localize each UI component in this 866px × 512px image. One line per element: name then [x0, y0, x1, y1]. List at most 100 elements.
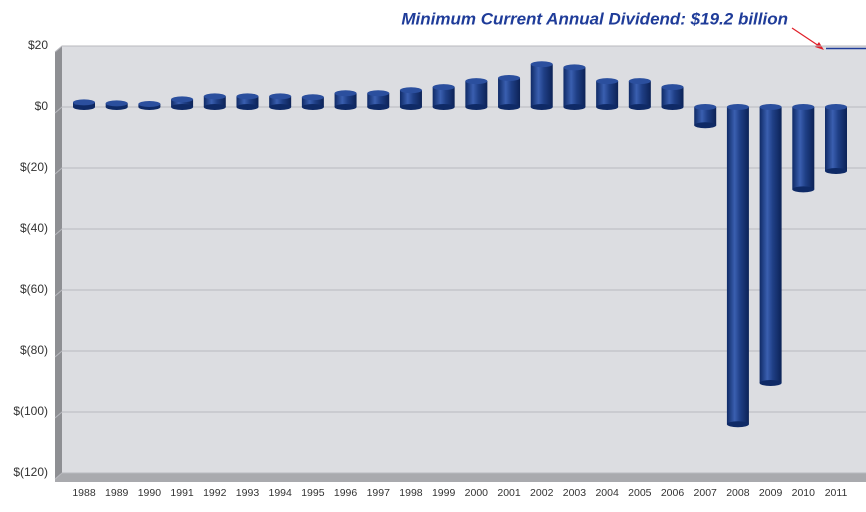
x-tick-label: 1990: [138, 487, 162, 499]
y-tick-label: $(120): [13, 465, 48, 479]
bar-cap: [399, 87, 422, 94]
bar-cap: [563, 104, 586, 110]
bar-cap: [661, 104, 684, 110]
bar-cap: [236, 104, 259, 110]
bar-cap: [301, 94, 324, 101]
y-tick-label: $20: [28, 38, 48, 52]
bar: [694, 107, 717, 126]
y-tick-label: $(60): [20, 282, 48, 296]
x-tick-label: 1996: [334, 487, 358, 499]
x-tick-label: 1994: [268, 487, 292, 499]
bar: [825, 107, 847, 172]
bar-cap: [726, 104, 749, 110]
x-tick-label: 2007: [694, 487, 718, 499]
bar-cap: [73, 104, 95, 110]
x-tick-label: 2006: [661, 487, 685, 499]
bar: [236, 96, 259, 107]
x-tick-label: 2003: [563, 487, 587, 499]
bar: [399, 90, 422, 107]
x-tick-label: 2010: [792, 487, 816, 499]
bar: [171, 99, 194, 107]
bar-cap: [792, 104, 815, 110]
bar-cap: [726, 421, 749, 428]
bar-cap: [334, 90, 357, 97]
bar: [563, 67, 586, 107]
bar: [498, 78, 521, 107]
bar-cap: [661, 84, 684, 91]
bar-cap: [498, 104, 521, 110]
bar-cap: [825, 168, 847, 175]
floor: [55, 473, 866, 482]
bar: [203, 96, 226, 107]
bar: [792, 107, 815, 190]
x-tick-label: 2004: [595, 487, 619, 499]
x-tick-label: 1991: [170, 487, 194, 499]
bar: [726, 107, 749, 425]
x-tick-label: 2000: [465, 487, 489, 499]
bar-cap: [792, 186, 815, 193]
bar: [596, 81, 619, 107]
annotation: Minimum Current Annual Dividend: $19.2 b…: [401, 9, 788, 28]
y-tick-label: $(20): [20, 160, 48, 174]
bar-cap: [171, 96, 194, 103]
bar-cap: [203, 104, 226, 110]
bar-cap: [628, 104, 651, 110]
bar: [334, 93, 357, 107]
grid-line: [54, 411, 866, 419]
bar-cap: [367, 90, 390, 97]
bar-cap: [465, 78, 488, 85]
bar-cap: [563, 64, 586, 71]
bar-cap: [825, 104, 847, 110]
bar-cap: [269, 93, 292, 100]
x-tick-label: 2002: [530, 487, 554, 499]
grid-line: [54, 167, 866, 175]
x-tick-label: 2009: [759, 487, 783, 499]
bar-cap: [399, 104, 422, 110]
bar: [432, 87, 455, 107]
bar: [465, 81, 488, 107]
side-wall: [55, 46, 62, 480]
bar-cap: [498, 75, 521, 82]
bar-cap: [367, 104, 390, 110]
y-tick-label: $0: [35, 99, 49, 113]
x-tick-label: 1995: [301, 487, 325, 499]
x-tick-label: 2011: [825, 487, 848, 499]
bar-cap: [759, 104, 782, 110]
bar: [367, 93, 390, 107]
y-tick-label: $(100): [13, 404, 48, 418]
x-tick-label: 2005: [628, 487, 652, 499]
bar-cap: [334, 104, 357, 110]
y-tick-label: $(40): [20, 221, 48, 235]
bar-cap: [530, 61, 553, 68]
bar-cap: [269, 104, 292, 110]
bar-cap: [105, 100, 128, 107]
bar-cap: [171, 104, 194, 110]
bar: [269, 96, 292, 107]
bar-cap: [694, 104, 717, 110]
grid-line: [54, 228, 866, 236]
bar: [301, 97, 324, 107]
y-tick-label: $(80): [20, 343, 48, 357]
bar: [661, 87, 684, 107]
grid-line: [54, 45, 866, 53]
x-tick-label: 1989: [105, 487, 129, 499]
grid-line: [54, 472, 866, 480]
grid-line: [54, 350, 866, 358]
x-tick-label: 2001: [497, 487, 521, 499]
x-tick-label: 1993: [236, 487, 260, 499]
bar-cap: [73, 99, 95, 106]
grid-line: [54, 289, 866, 297]
x-tick-label: 1988: [72, 487, 96, 499]
bar-cap: [596, 78, 619, 85]
bar-cap: [203, 93, 226, 100]
bar-cap: [138, 100, 161, 107]
bar-cap: [759, 380, 782, 387]
bar-cap: [432, 104, 455, 110]
x-tick-label: 1992: [203, 487, 227, 499]
x-tick-label: 2008: [726, 487, 750, 499]
bar-cap: [694, 122, 717, 129]
bar-cap: [236, 93, 259, 100]
x-tick-label: 1998: [399, 487, 423, 499]
x-tick-label: 1999: [432, 487, 456, 499]
bar-cap: [301, 104, 324, 110]
